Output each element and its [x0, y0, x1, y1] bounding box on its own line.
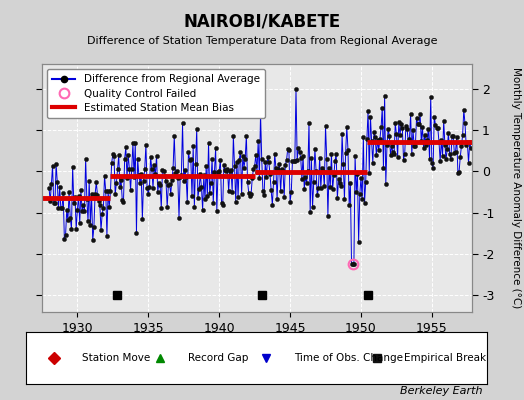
Text: NAIROBI/KABETE: NAIROBI/KABETE: [183, 12, 341, 30]
Text: Station Move: Station Move: [82, 353, 150, 363]
Legend: Difference from Regional Average, Quality Control Failed, Estimated Station Mean: Difference from Regional Average, Qualit…: [47, 69, 265, 118]
Text: Empirical Break: Empirical Break: [405, 353, 486, 363]
Y-axis label: Monthly Temperature Anomaly Difference (°C): Monthly Temperature Anomaly Difference (…: [511, 67, 521, 309]
Text: Difference of Station Temperature Data from Regional Average: Difference of Station Temperature Data f…: [87, 36, 437, 46]
Text: Berkeley Earth: Berkeley Earth: [400, 386, 482, 396]
Text: Record Gap: Record Gap: [188, 353, 248, 363]
Text: Time of Obs. Change: Time of Obs. Change: [293, 353, 402, 363]
